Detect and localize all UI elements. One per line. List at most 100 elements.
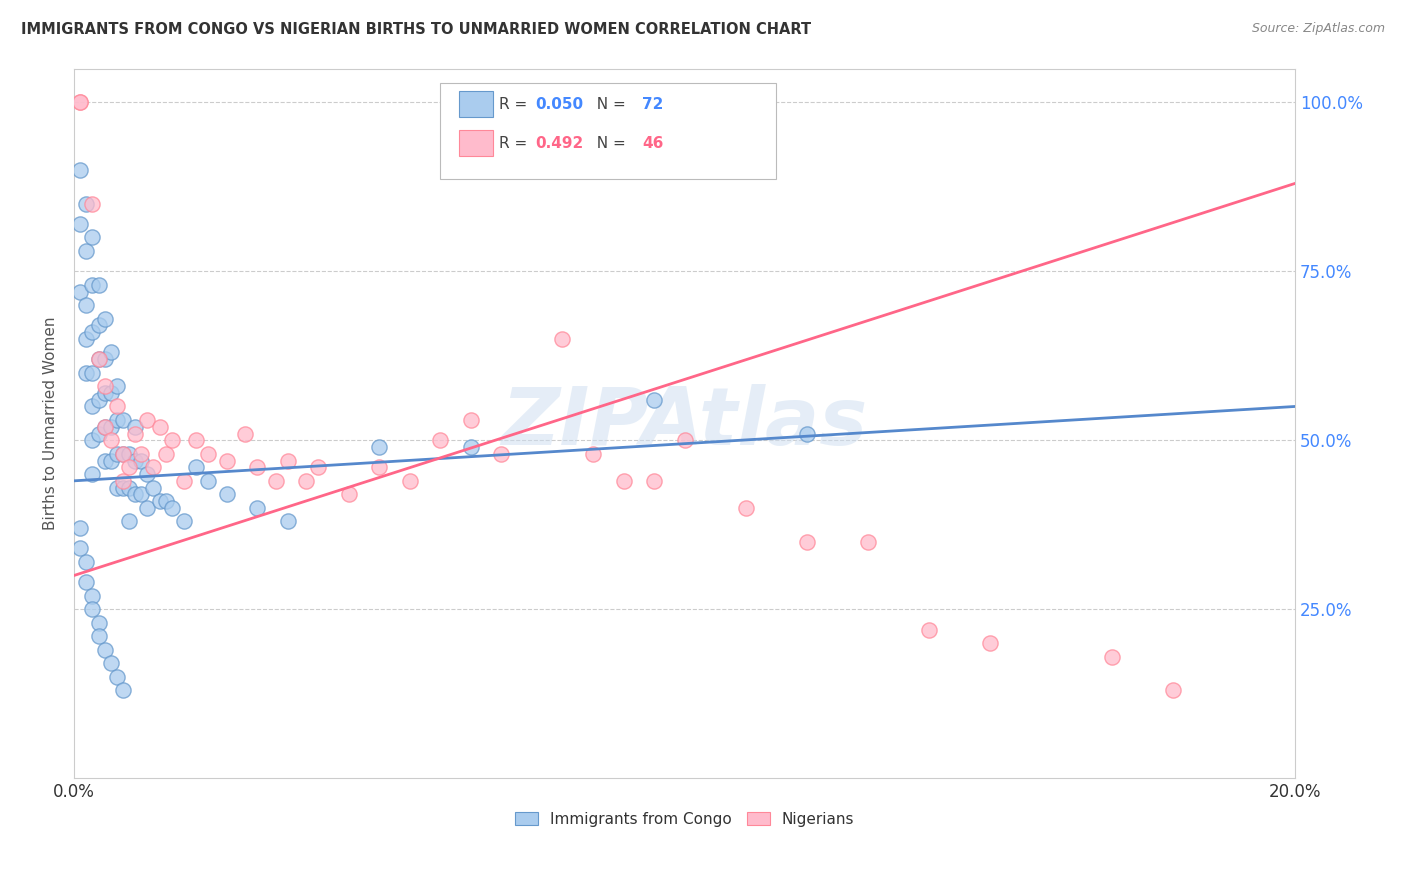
Text: N =: N = — [586, 96, 630, 112]
Point — [69, 95, 91, 110]
Legend: Immigrants from Congo, Nigerians: Immigrants from Congo, Nigerians — [508, 804, 862, 834]
Point — [148, 419, 170, 434]
Point — [155, 447, 177, 461]
Point — [69, 217, 91, 231]
Point — [264, 474, 287, 488]
Point — [75, 555, 97, 569]
Text: 72: 72 — [641, 96, 664, 112]
Point — [69, 95, 91, 110]
Point — [246, 500, 269, 515]
Point — [111, 447, 134, 461]
Text: R =: R = — [499, 136, 531, 151]
Point — [796, 534, 818, 549]
Point — [124, 487, 146, 501]
Point — [111, 474, 134, 488]
Point — [460, 413, 482, 427]
Text: ZIPAtlas: ZIPAtlas — [502, 384, 868, 462]
Point — [460, 440, 482, 454]
Point — [100, 345, 122, 359]
Point — [75, 244, 97, 258]
Point — [856, 534, 879, 549]
Point — [82, 602, 104, 616]
Point — [643, 392, 665, 407]
Point — [69, 541, 91, 556]
Point — [69, 521, 91, 535]
Point — [118, 447, 141, 461]
Point — [1101, 649, 1123, 664]
Point — [295, 474, 318, 488]
Point — [82, 277, 104, 292]
Point — [111, 447, 134, 461]
Point — [612, 474, 634, 488]
Point — [87, 277, 110, 292]
Point — [93, 642, 115, 657]
Point — [87, 392, 110, 407]
Point — [246, 460, 269, 475]
Point — [105, 379, 128, 393]
Point — [118, 460, 141, 475]
Point — [75, 575, 97, 590]
Point — [215, 487, 238, 501]
Point — [100, 434, 122, 448]
Text: IMMIGRANTS FROM CONGO VS NIGERIAN BIRTHS TO UNMARRIED WOMEN CORRELATION CHART: IMMIGRANTS FROM CONGO VS NIGERIAN BIRTHS… — [21, 22, 811, 37]
Point — [368, 440, 391, 454]
Point — [429, 434, 451, 448]
Point — [87, 352, 110, 367]
Text: N =: N = — [586, 136, 630, 151]
Point — [129, 447, 152, 461]
Point — [87, 352, 110, 367]
Point — [105, 413, 128, 427]
Point — [111, 481, 134, 495]
Point — [136, 413, 159, 427]
Point — [93, 379, 115, 393]
Point — [136, 500, 159, 515]
Text: 0.492: 0.492 — [536, 136, 583, 151]
Point — [142, 481, 165, 495]
FancyBboxPatch shape — [440, 83, 776, 178]
Point — [582, 447, 605, 461]
Point — [93, 311, 115, 326]
Point — [75, 366, 97, 380]
Point — [173, 515, 195, 529]
Point — [129, 487, 152, 501]
Point — [337, 487, 360, 501]
Point — [918, 623, 941, 637]
Point — [398, 474, 420, 488]
Point — [93, 386, 115, 401]
Point — [75, 332, 97, 346]
Point — [796, 426, 818, 441]
Point — [307, 460, 329, 475]
Point — [105, 447, 128, 461]
Point — [197, 474, 219, 488]
Point — [277, 453, 299, 467]
Point — [197, 447, 219, 461]
Point — [142, 460, 165, 475]
Point — [105, 670, 128, 684]
Text: 46: 46 — [641, 136, 664, 151]
Point — [87, 615, 110, 630]
Point — [215, 453, 238, 467]
FancyBboxPatch shape — [458, 91, 494, 117]
Point — [75, 196, 97, 211]
Point — [82, 467, 104, 481]
Point — [643, 474, 665, 488]
Point — [82, 325, 104, 339]
Point — [82, 589, 104, 603]
Point — [93, 419, 115, 434]
Point — [118, 481, 141, 495]
Point — [186, 434, 208, 448]
Point — [491, 447, 513, 461]
Point — [69, 162, 91, 177]
Text: R =: R = — [499, 96, 531, 112]
Point — [93, 419, 115, 434]
Point — [124, 453, 146, 467]
Point — [136, 467, 159, 481]
Point — [160, 500, 183, 515]
Point — [75, 298, 97, 312]
Point — [111, 413, 134, 427]
Point — [118, 515, 141, 529]
Point — [105, 481, 128, 495]
Point — [93, 453, 115, 467]
Point — [979, 636, 1001, 650]
Text: Source: ZipAtlas.com: Source: ZipAtlas.com — [1251, 22, 1385, 36]
